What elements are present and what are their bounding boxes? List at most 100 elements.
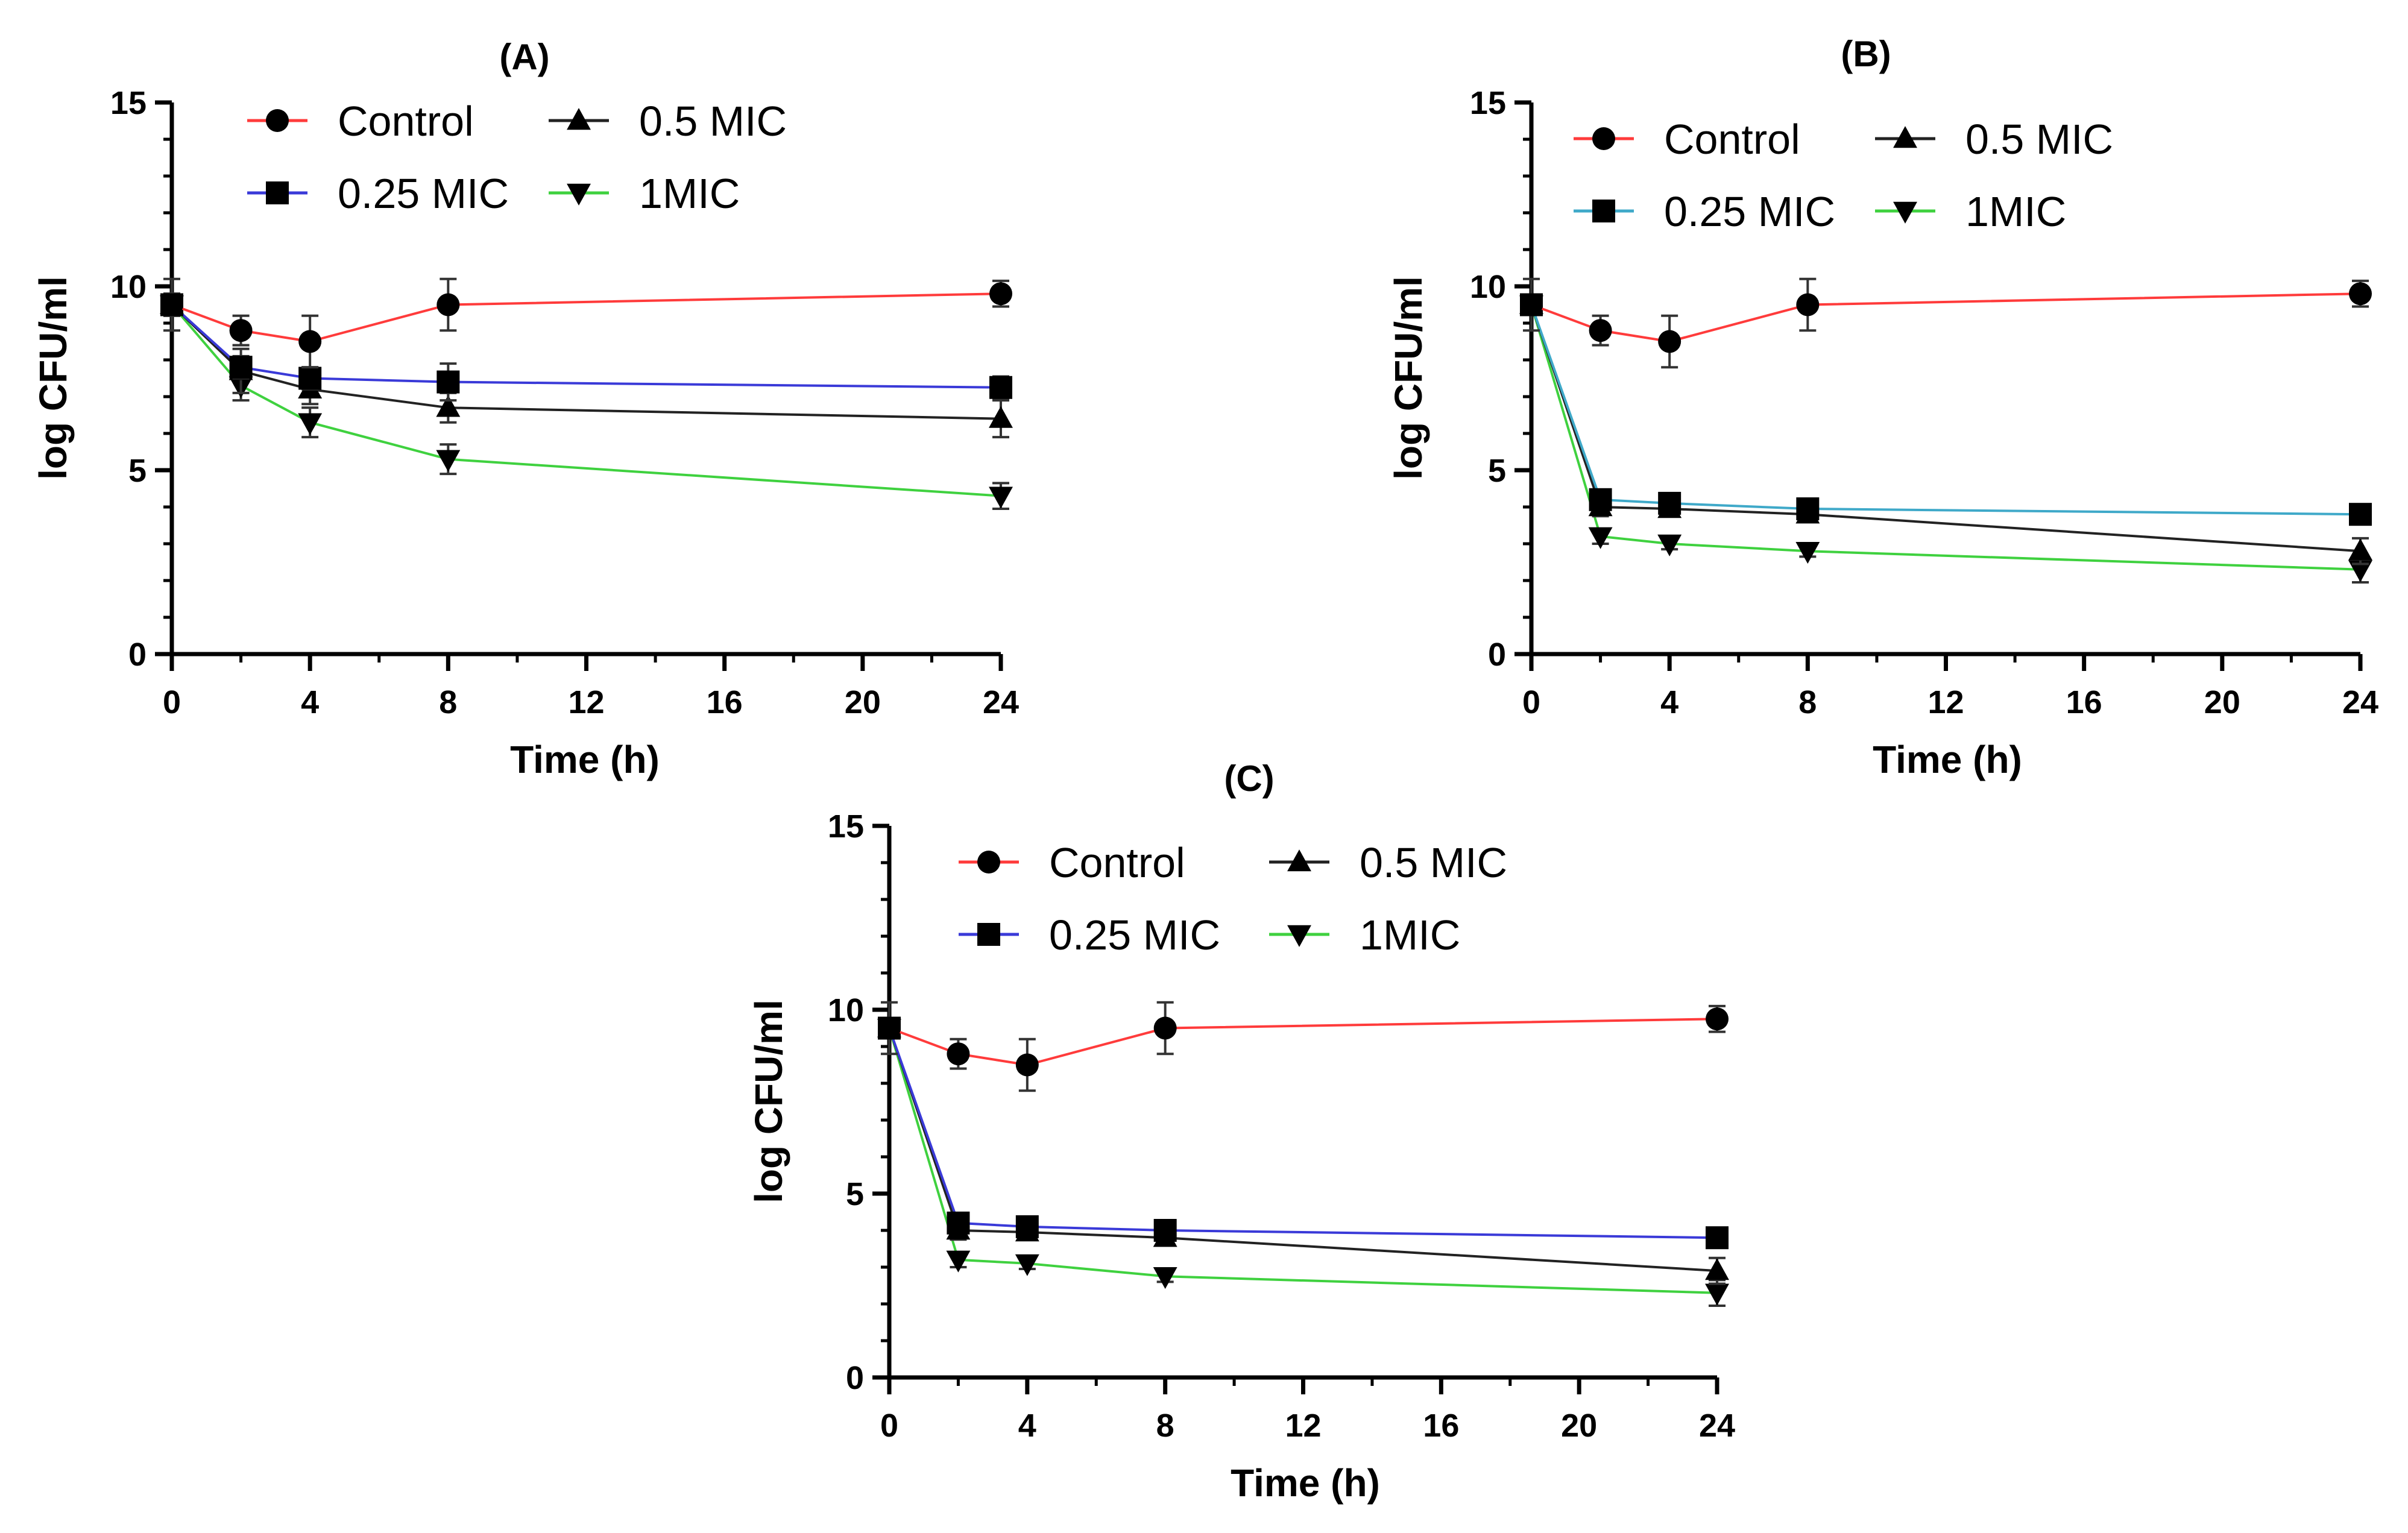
x-tick-label: 0 <box>880 1408 898 1444</box>
legend-entry: Control <box>959 839 1185 886</box>
data-point <box>1588 527 1613 549</box>
legend-marker <box>1893 201 1917 224</box>
data-point <box>989 282 1012 306</box>
data-point <box>437 370 460 394</box>
y-tick-label: 10 <box>1470 269 1506 305</box>
legend-marker <box>977 923 1000 946</box>
legend-entry: 0.25 MIC <box>959 911 1220 959</box>
legend-label: Control <box>1049 839 1185 886</box>
legend-label: 0.5 MIC <box>1360 839 1507 886</box>
x-tick-label: 0 <box>163 684 181 720</box>
legend-label: 0.25 MIC <box>1664 188 1835 235</box>
data-point <box>436 450 461 472</box>
data-point <box>946 1250 971 1273</box>
data-point <box>160 293 183 316</box>
y-axis-title: log CFU/ml <box>747 999 790 1203</box>
data-point <box>1796 293 1820 316</box>
y-tick-label: 0 <box>846 1360 864 1396</box>
x-tick-label: 0 <box>1522 684 1540 720</box>
data-point <box>298 367 322 390</box>
y-tick-label: 5 <box>128 453 147 489</box>
legend-label: 0.25 MIC <box>1049 911 1220 959</box>
data-point <box>878 1016 901 1040</box>
x-tick-label: 4 <box>301 684 319 720</box>
y-tick-label: 0 <box>1488 637 1506 673</box>
data-point <box>298 330 322 353</box>
data-point <box>1520 293 1543 316</box>
legend-entry: 1MIC <box>1269 911 1460 959</box>
data-point <box>1015 1215 1039 1238</box>
legend-entry: 0.25 MIC <box>1574 188 1835 235</box>
data-point <box>947 1042 970 1066</box>
y-tick-label: 10 <box>828 992 864 1028</box>
x-tick-label: 12 <box>1285 1408 1321 1444</box>
x-tick-label: 20 <box>1561 1408 1597 1444</box>
data-point <box>1589 319 1612 342</box>
y-tick-label: 5 <box>846 1176 864 1212</box>
y-axis-title: log CFU/ml <box>1387 276 1430 480</box>
legend-label: 0.5 MIC <box>639 98 787 145</box>
y-tick-label: 0 <box>128 637 147 673</box>
legend-label: 0.25 MIC <box>338 170 509 217</box>
legend-entry: Control <box>1574 116 1800 163</box>
legend-entry: 0.5 MIC <box>549 98 787 145</box>
legend-marker <box>266 181 289 204</box>
data-point <box>989 406 1013 428</box>
data-point <box>1015 1053 1039 1077</box>
y-tick-label: 15 <box>1470 85 1506 121</box>
data-point <box>2349 282 2372 306</box>
data-point <box>229 356 253 379</box>
x-tick-label: 16 <box>1423 1408 1459 1444</box>
y-tick-label: 15 <box>828 808 864 845</box>
data-point <box>1795 542 1820 564</box>
data-point <box>1657 534 1682 556</box>
legend-entry: 0.5 MIC <box>1269 839 1507 886</box>
legend-marker <box>977 851 1000 874</box>
legend-label: 1MIC <box>1965 188 2066 235</box>
x-axis-title: Time (h) <box>1231 1461 1380 1505</box>
data-point <box>1015 1254 1039 1276</box>
data-point <box>2348 560 2372 582</box>
data-point <box>1706 1226 1729 1250</box>
data-point <box>1153 1267 1177 1289</box>
data-point <box>229 319 253 342</box>
legend-label: Control <box>1664 116 1800 163</box>
x-tick-label: 20 <box>2204 684 2240 720</box>
legend-marker <box>1287 849 1311 872</box>
x-axis-title: Time (h) <box>1873 738 2022 781</box>
chart-panel-c: (C) 0 5 10 15 0 4 8 12 16 20 24 Time (h) log CFU/ml Co… <box>747 758 1735 1505</box>
legend-entry: Control <box>247 98 474 145</box>
data-point <box>989 376 1012 399</box>
legend-marker <box>1592 200 1615 222</box>
data-point <box>1658 491 1682 515</box>
series-control <box>160 277 1012 369</box>
chart-panel-b: (B) 0 5 10 15 0 4 8 12 16 20 24 Time (h) log CFU/ml Co… <box>1387 34 2378 781</box>
legend-marker <box>1287 925 1311 947</box>
panel-title: (C) <box>1224 758 1274 799</box>
data-point <box>1796 497 1820 521</box>
data-point <box>437 293 460 316</box>
series-0-25-mic <box>1520 293 2372 526</box>
legend-marker <box>567 183 591 206</box>
y-tick-label: 10 <box>110 269 147 305</box>
data-point <box>1705 1258 1729 1280</box>
legend-label: 0.5 MIC <box>1965 116 2113 163</box>
data-point <box>2348 538 2372 561</box>
data-point <box>1705 1283 1729 1306</box>
series-control <box>878 1001 1729 1092</box>
legend-entry: 0.25 MIC <box>247 170 509 217</box>
panel-title: (A) <box>499 37 549 77</box>
y-tick-label: 5 <box>1488 453 1506 489</box>
legend-marker <box>1893 126 1917 148</box>
x-tick-label: 16 <box>2066 684 2102 720</box>
data-point <box>1589 488 1612 511</box>
x-tick-label: 8 <box>1156 1408 1174 1444</box>
x-tick-label: 4 <box>1660 684 1678 720</box>
data-point <box>989 486 1013 509</box>
y-tick-label: 15 <box>110 85 147 121</box>
legend-marker <box>266 109 289 132</box>
legend-entry: 1MIC <box>1875 188 2066 235</box>
data-point <box>1153 1219 1177 1242</box>
x-tick-label: 8 <box>439 684 457 720</box>
